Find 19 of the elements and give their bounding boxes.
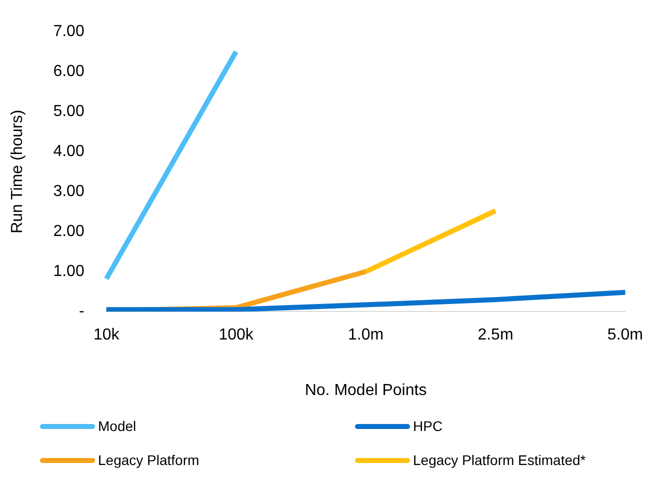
x-tick-label: 1.0m	[348, 326, 384, 344]
y-tick-label: -	[79, 303, 84, 320]
y-tick-label: 2.00	[53, 223, 84, 240]
legend-label: Model	[98, 418, 136, 434]
legend-label: HPC	[413, 418, 443, 434]
x-axis-title: No. Model Points	[304, 382, 427, 399]
x-tick-label: 2.5m	[478, 326, 514, 344]
x-tick-label: 10k	[93, 326, 120, 344]
y-axis-title: Run Time (hours)	[9, 110, 26, 234]
y-tick-label: 3.00	[53, 183, 84, 200]
legend-label: Legacy Platform	[98, 452, 200, 468]
y-tick-label: 4.00	[53, 143, 84, 160]
y-tick-label: 5.00	[53, 103, 84, 120]
y-tick-label: 6.00	[53, 63, 84, 80]
y-tick-label: 7.00	[53, 23, 84, 40]
legend-label: Legacy Platform Estimated*	[413, 452, 586, 468]
x-tick-label: 5.0m	[607, 326, 644, 344]
y-tick-label: 1.00	[53, 263, 84, 280]
x-tick-label: 100k	[218, 326, 254, 344]
